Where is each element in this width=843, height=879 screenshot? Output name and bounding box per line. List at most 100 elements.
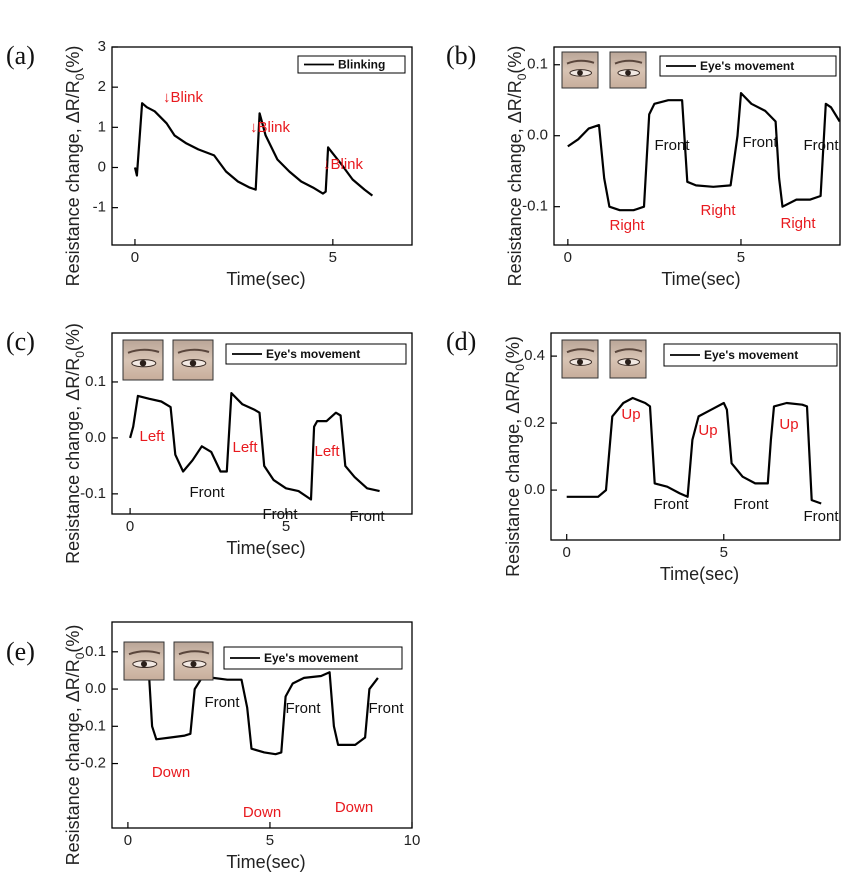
plot-frame xyxy=(111,621,413,829)
eye-brow xyxy=(127,348,160,354)
pupil xyxy=(577,70,583,76)
y-axis-label: Resistance change, ΔR/R0(%) xyxy=(63,46,87,287)
y-axis-label-part: 0 xyxy=(73,652,87,659)
annotation: Front xyxy=(204,694,240,711)
data-line xyxy=(133,102,374,197)
annotation: Down xyxy=(335,799,373,816)
panel-label: (e) xyxy=(6,637,35,666)
y-tick-label: 0.1 xyxy=(85,643,106,660)
y-tick-label: 0.0 xyxy=(527,127,548,144)
pupil xyxy=(190,661,197,668)
y-axis-label: Resistance change, ΔR/R0(%) xyxy=(503,336,527,577)
y-tick-label: 3 xyxy=(98,38,106,55)
x-tick-label: 5 xyxy=(266,832,274,849)
annotation: Front xyxy=(285,700,321,717)
x-tick-label: 5 xyxy=(737,249,745,266)
annotation: Front xyxy=(654,137,690,154)
pupil xyxy=(625,70,631,76)
annotation: Front xyxy=(262,506,298,523)
legend-label: Eye's movement xyxy=(700,59,794,73)
annotation: Front xyxy=(742,134,778,151)
x-tick-label: 0 xyxy=(563,544,571,561)
x-axis-label: Time(sec) xyxy=(660,564,739,584)
legend-label: Eye's movement xyxy=(704,348,798,362)
y-tick-label: 0.4 xyxy=(524,347,545,364)
y-axis-label-part: 0 xyxy=(515,73,529,80)
x-tick-label: 0 xyxy=(131,249,139,266)
y-tick-label: 0.1 xyxy=(85,373,106,390)
eye-photo xyxy=(609,51,647,89)
y-axis-label-part: 0 xyxy=(73,351,87,358)
annotation: Front xyxy=(803,137,839,154)
eye-brow xyxy=(566,59,595,65)
plot-frame xyxy=(111,332,413,515)
panel-label: (a) xyxy=(6,41,35,70)
annotation: ↓Blink xyxy=(250,119,291,136)
y-tick-label: 2 xyxy=(98,78,106,95)
annotation: Down xyxy=(152,764,190,781)
y-tick-label: 0.0 xyxy=(524,481,545,498)
annotation: Down xyxy=(243,804,281,821)
annotation: Front xyxy=(733,496,769,513)
pupil xyxy=(140,661,148,668)
y-tick-label: 0.0 xyxy=(85,680,106,697)
x-tick-label: 5 xyxy=(720,544,728,561)
pupil xyxy=(624,359,632,366)
x-tick-label: 10 xyxy=(404,832,421,849)
y-axis-label-part: Resistance change, ΔR/R xyxy=(505,80,525,286)
annotation: ↓Blink xyxy=(163,89,204,106)
y-axis-label-part: (%) xyxy=(63,323,83,351)
data-line xyxy=(566,396,822,505)
legend-box xyxy=(659,55,837,77)
legend-box xyxy=(225,343,407,365)
y-axis-label-part: (%) xyxy=(503,336,523,364)
y-tick-label: -0.1 xyxy=(522,198,548,215)
legend-label: Eye's movement xyxy=(266,347,360,361)
annotation: Up xyxy=(698,422,717,439)
y-axis-label: Resistance change, ΔR/R0(%) xyxy=(63,625,87,866)
data-line xyxy=(567,92,841,212)
y-axis-label-part: (%) xyxy=(63,625,83,653)
eye-brow xyxy=(614,348,643,354)
x-axis-label: Time(sec) xyxy=(226,538,305,558)
y-axis-label-part: (%) xyxy=(505,46,525,74)
plot-frame xyxy=(550,332,841,541)
annotation: Up xyxy=(621,406,640,423)
annotation: Left xyxy=(314,443,340,460)
eye-brow xyxy=(566,348,595,354)
panel-label: (c) xyxy=(6,327,35,356)
x-tick-label: 5 xyxy=(329,249,337,266)
y-axis-label-part: (%) xyxy=(63,46,83,74)
x-axis-label: Time(sec) xyxy=(661,269,740,289)
legend-label: Blinking xyxy=(338,58,385,72)
y-tick-label: -0.1 xyxy=(80,485,106,502)
annotation: Right xyxy=(780,215,816,232)
y-axis-label-part: Resistance change, ΔR/R xyxy=(63,659,83,865)
annotation: Front xyxy=(349,508,385,525)
y-tick-label: 0 xyxy=(98,158,106,175)
x-axis-label: Time(sec) xyxy=(226,269,305,289)
legend-label: Eye's movement xyxy=(264,651,358,665)
data-line xyxy=(129,392,380,501)
eye-brow xyxy=(128,650,161,656)
y-tick-label: -0.2 xyxy=(80,755,106,772)
y-tick-label: 1 xyxy=(98,118,106,135)
annotation: Front xyxy=(368,700,404,717)
annotation: Right xyxy=(609,217,645,234)
annotation: ↓Blink xyxy=(323,156,364,173)
eye-brow xyxy=(614,59,643,65)
pupil xyxy=(139,360,147,367)
x-axis-label: Time(sec) xyxy=(226,852,305,872)
pupil xyxy=(189,360,197,367)
annotation: Front xyxy=(803,508,839,525)
legend-box xyxy=(663,343,838,367)
legend-box xyxy=(223,646,403,670)
y-axis-label-part: 0 xyxy=(513,364,527,371)
y-axis-label-part: 0 xyxy=(73,73,87,80)
x-tick-label: 0 xyxy=(124,832,132,849)
x-tick-label: 0 xyxy=(564,249,572,266)
y-axis-label-part: Resistance change, ΔR/R xyxy=(503,371,523,577)
plot-frame xyxy=(553,46,841,246)
y-tick-label: 0.0 xyxy=(85,429,106,446)
